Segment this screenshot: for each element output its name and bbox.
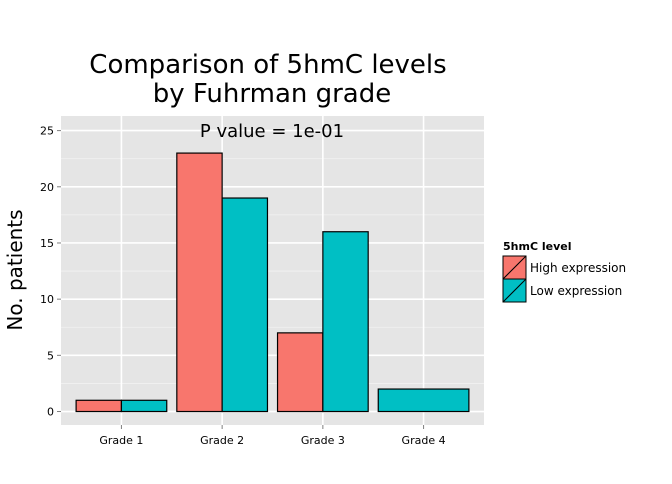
p-value-annotation: P value = 1e-01 [200,121,344,142]
legend-key-slash [502,255,527,280]
legend-key-slash [502,278,527,303]
legend-label-low-expression: Low expression [530,284,622,298]
bar-low-expression-grade-2 [221,197,269,413]
chart-title-line-2: by Fuhrman grade [153,79,392,109]
y-tick-label: 10 [40,293,54,306]
y-tick-label: 20 [40,181,54,194]
x-tick-label: Grade 2 [200,434,244,447]
bar-low-expression-grade-4 [377,388,470,413]
y-tick-label: 5 [47,349,54,362]
chart-title-line-1: Comparison of 5hmC levels [89,50,446,80]
bar-low-expression-grade-3 [322,231,369,413]
bar-low-expression-grade-1 [120,399,168,413]
y-tick-label: 0 [47,406,54,419]
y-axis: 0 5 10 15 20 25 [40,125,61,419]
x-tick-label: Grade 3 [301,434,345,447]
x-tick-label: Grade 4 [402,434,446,447]
bar-high-expression-grade-2 [176,152,223,413]
bars-layer [75,152,470,413]
plot-panel [61,116,484,425]
bar-high-expression-grade-3 [276,332,324,413]
legend-title: 5hmC level [503,240,571,253]
legend: 5hmC level High expression Low expression [502,240,626,303]
y-axis-label: No. patients [3,209,27,330]
legend-label-high-expression: High expression [530,261,626,275]
bar-high-expression-grade-1 [75,399,123,413]
x-axis: Grade 1 Grade 2 Grade 3 Grade 4 [99,425,446,447]
y-tick-label: 25 [40,125,54,138]
y-tick-label: 15 [40,237,54,250]
x-tick-label: Grade 1 [99,434,143,447]
